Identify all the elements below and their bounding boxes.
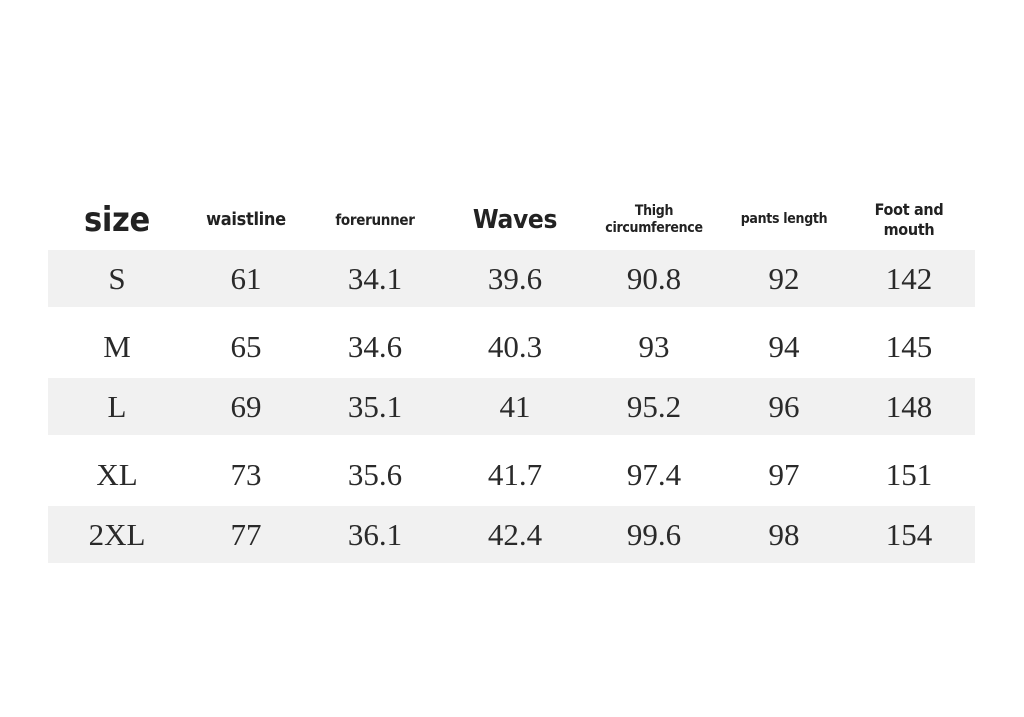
- column-header: Foot and mouth: [874, 200, 944, 239]
- measurement: 36.1: [347, 516, 403, 552]
- size-label: XL: [96, 456, 138, 492]
- measurement: 95.2: [626, 388, 682, 424]
- measurement: 65: [230, 328, 262, 364]
- column-header: Thigh circumference: [605, 202, 703, 237]
- measurement: 94: [768, 328, 800, 364]
- measurement: 97: [768, 456, 800, 492]
- measurement: 148: [885, 388, 933, 424]
- row-shade: [48, 250, 975, 307]
- column-header: Waves: [472, 204, 558, 235]
- size-label: 2XL: [88, 516, 146, 552]
- measurement: 41.7: [487, 456, 543, 492]
- measurement: 61: [230, 260, 262, 296]
- column-header: pants length: [740, 211, 828, 228]
- measurement: 154: [885, 516, 933, 552]
- measurement: 92: [768, 260, 800, 296]
- measurement: 39.6: [487, 260, 543, 296]
- measurement: 40.3: [487, 328, 543, 364]
- row-shade: [48, 506, 975, 563]
- column-header: size: [83, 199, 151, 240]
- row-shade: [48, 378, 975, 435]
- measurement: 99.6: [626, 516, 682, 552]
- measurement: 151: [885, 456, 933, 492]
- measurement: 69: [230, 388, 262, 424]
- measurement: 145: [885, 328, 933, 364]
- measurement: 96: [768, 388, 800, 424]
- column-header: forerunner: [335, 210, 415, 229]
- measurement: 142: [885, 260, 933, 296]
- measurement: 93: [638, 328, 670, 364]
- size-label: M: [103, 328, 131, 364]
- measurement: 97.4: [626, 456, 682, 492]
- size-label: L: [107, 388, 127, 424]
- measurement: 35.6: [347, 456, 403, 492]
- measurement: 73: [230, 456, 262, 492]
- measurement: 41: [499, 388, 531, 424]
- measurement: 42.4: [487, 516, 543, 552]
- measurement: 34.6: [347, 328, 403, 364]
- column-header: waistline: [206, 208, 286, 230]
- size-label: S: [108, 260, 126, 296]
- measurement: 77: [230, 516, 262, 552]
- measurement: 90.8: [626, 260, 682, 296]
- measurement: 35.1: [347, 388, 403, 424]
- measurement: 98: [768, 516, 800, 552]
- measurement: 34.1: [347, 260, 403, 296]
